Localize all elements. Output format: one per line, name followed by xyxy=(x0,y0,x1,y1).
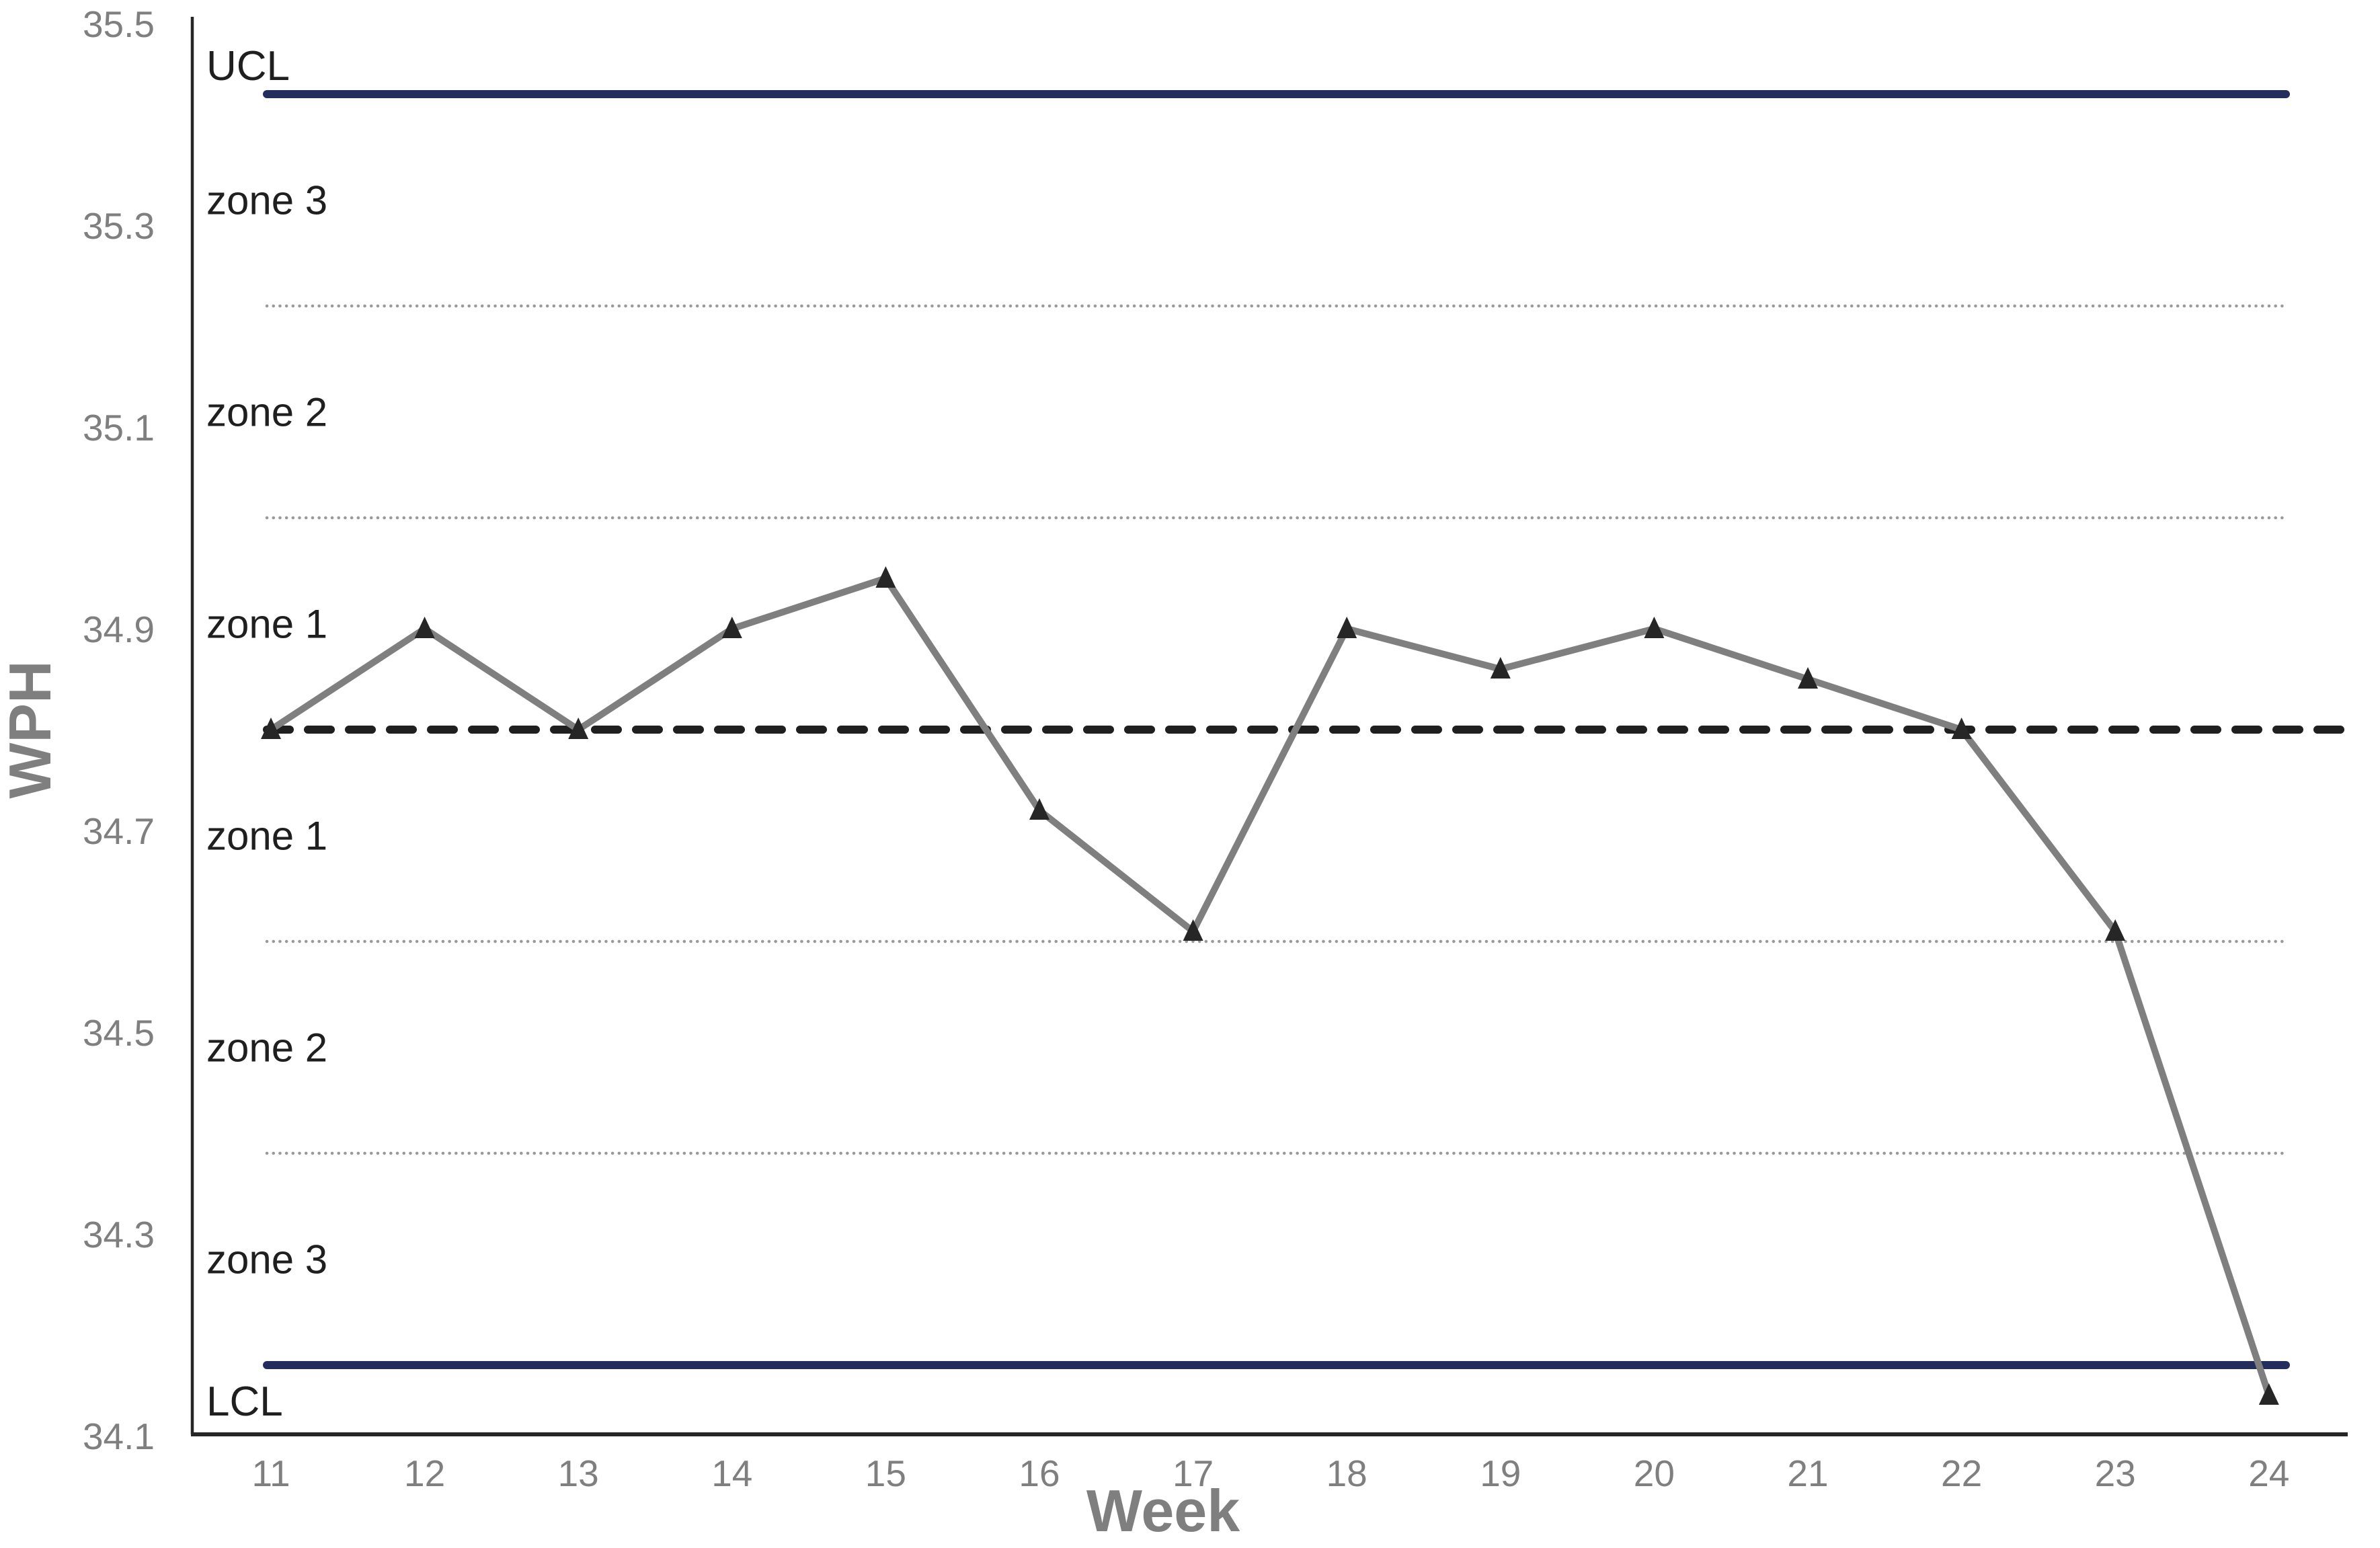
axes xyxy=(190,17,2348,1436)
x-tick-label: 16 xyxy=(1019,1453,1060,1494)
lcl-label: LCL xyxy=(206,1379,283,1425)
data-point-marker xyxy=(875,566,896,588)
data-series xyxy=(261,566,2279,1405)
data-point-marker xyxy=(1490,657,1511,679)
zone-labels: zone 3 zone 2 zone 1 zone 1 zone 2 zone 3 xyxy=(206,178,327,1282)
zone-label: zone 1 xyxy=(206,602,327,647)
y-tick-label: 34.1 xyxy=(83,1416,155,1457)
data-point-marker xyxy=(261,718,281,739)
x-tick-label: 15 xyxy=(865,1453,906,1494)
data-point-marker xyxy=(2258,1383,2279,1405)
data-point-marker xyxy=(1337,617,1357,638)
zone-label: zone 3 xyxy=(206,1237,327,1282)
x-tick-label: 14 xyxy=(711,1453,752,1494)
y-axis-title: WPH xyxy=(0,660,63,798)
y-tick-label: 34.9 xyxy=(83,609,155,650)
data-point-marker xyxy=(1951,718,1972,739)
x-tick-label: 12 xyxy=(404,1453,445,1494)
data-point-marker xyxy=(414,617,435,638)
x-tick-label: 11 xyxy=(251,1453,290,1494)
data-point-marker xyxy=(1644,617,1665,638)
x-axis-title: Week xyxy=(1086,1477,1240,1544)
data-point-marker xyxy=(1798,667,1818,689)
reference-lines xyxy=(263,90,2350,1369)
y-axis-tick-labels: 35.5 35.3 35.1 34.9 34.7 34.5 34.3 34.1 xyxy=(83,3,155,1457)
ucl-label: UCL xyxy=(206,43,290,89)
x-axis-tick-labels: 11 12 13 14 15 16 17 18 19 20 21 22 23 24 xyxy=(251,1453,2289,1494)
x-tick-label: 13 xyxy=(558,1453,599,1494)
data-point-marker xyxy=(721,617,742,638)
x-tick-label: 18 xyxy=(1326,1453,1367,1494)
y-tick-label: 35.3 xyxy=(83,205,155,247)
y-tick-label: 34.3 xyxy=(83,1214,155,1255)
x-tick-label: 24 xyxy=(2248,1453,2289,1494)
x-tick-label: 21 xyxy=(1787,1453,1828,1494)
y-tick-label: 35.5 xyxy=(83,3,155,45)
zone-label: zone 1 xyxy=(206,814,327,859)
x-tick-label: 19 xyxy=(1480,1453,1521,1494)
y-tick-label: 34.5 xyxy=(83,1012,155,1054)
data-point-marker xyxy=(1183,919,1203,941)
zone-label: zone 3 xyxy=(206,178,327,223)
x-tick-label: 20 xyxy=(1634,1453,1675,1494)
x-tick-label: 17 xyxy=(1173,1453,1214,1494)
data-line xyxy=(269,575,2272,1397)
data-point-marker xyxy=(2105,919,2126,941)
x-tick-label: 23 xyxy=(2095,1453,2136,1494)
zone-label: zone 2 xyxy=(206,1025,327,1071)
x-tick-label: 22 xyxy=(1941,1453,1982,1494)
zone-label: zone 2 xyxy=(206,390,327,435)
data-point-marker xyxy=(568,718,589,739)
y-tick-label: 35.1 xyxy=(83,407,155,449)
data-point-marker xyxy=(1029,798,1049,820)
y-tick-label: 34.7 xyxy=(83,810,155,852)
